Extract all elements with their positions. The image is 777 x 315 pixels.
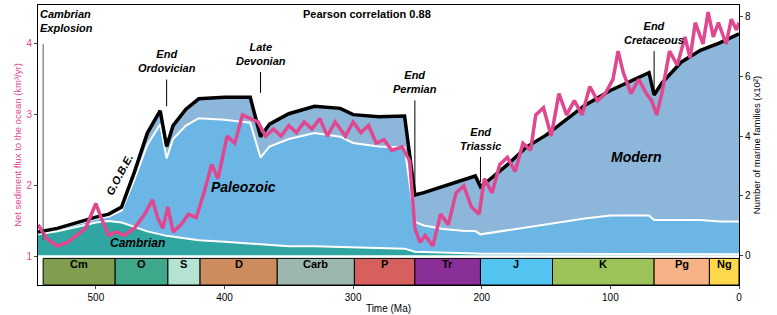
svg-text:500: 500	[88, 292, 105, 303]
svg-text:Ng: Ng	[717, 258, 732, 270]
svg-text:EndTriassic: EndTriassic	[460, 126, 501, 152]
svg-text:100: 100	[602, 292, 619, 303]
svg-text:LateDevonian: LateDevonian	[236, 41, 286, 67]
svg-text:3: 3	[26, 109, 32, 120]
svg-text:4: 4	[745, 131, 751, 142]
svg-text:EndOrdovician: EndOrdovician	[138, 48, 196, 74]
svg-text:2: 2	[745, 190, 751, 201]
svg-text:400: 400	[216, 292, 233, 303]
svg-text:Carb: Carb	[303, 258, 328, 270]
svg-text:Tr: Tr	[442, 258, 453, 270]
svg-text:Cm: Cm	[70, 258, 88, 270]
svg-text:O: O	[137, 258, 146, 270]
svg-text:EndPermian: EndPermian	[393, 69, 437, 95]
svg-text:Net sediment flux to the ocean: Net sediment flux to the ocean (km³/yr)	[12, 63, 23, 227]
svg-text:Cambrian: Cambrian	[110, 236, 165, 250]
svg-text:CambrianExplosion: CambrianExplosion	[40, 8, 93, 34]
svg-text:P: P	[381, 258, 388, 270]
svg-text:4: 4	[26, 38, 32, 49]
svg-text:200: 200	[473, 292, 490, 303]
svg-text:K: K	[599, 258, 607, 270]
svg-text:J: J	[513, 258, 519, 270]
svg-text:8: 8	[745, 11, 751, 22]
svg-text:S: S	[180, 258, 187, 270]
svg-text:300: 300	[345, 292, 362, 303]
svg-text:6: 6	[745, 71, 751, 82]
svg-text:G.O.B.E.: G.O.B.E.	[104, 152, 136, 197]
svg-text:Pearson correlation 0.88: Pearson correlation 0.88	[303, 8, 431, 20]
svg-text:Number of marine families (x10: Number of marine families (x10²)	[751, 76, 762, 214]
svg-text:Pg: Pg	[675, 258, 689, 270]
svg-text:Modern: Modern	[611, 149, 662, 165]
svg-text:D: D	[235, 258, 243, 270]
svg-text:2: 2	[26, 180, 32, 191]
svg-text:0: 0	[736, 292, 742, 303]
svg-text:Paleozoic: Paleozoic	[211, 179, 276, 195]
svg-text:0: 0	[745, 250, 751, 261]
svg-text:Time (Ma): Time (Ma)	[366, 303, 411, 314]
svg-text:EndCretaceous: EndCretaceous	[624, 20, 684, 46]
svg-text:1: 1	[26, 251, 32, 262]
